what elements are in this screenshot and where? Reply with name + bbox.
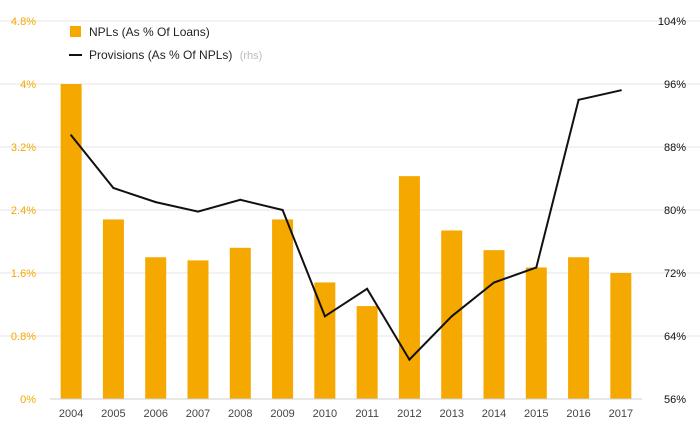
- bar-npl-2012: [398, 176, 420, 399]
- y-right-tick-label: 72%: [664, 268, 686, 280]
- bar-npl-2009: [272, 219, 294, 399]
- y-right-tick-label: 80%: [664, 205, 686, 217]
- bar-npl-2016: [568, 257, 590, 399]
- provisions-point-2014: [493, 281, 495, 284]
- legend: NPLs (As % Of Loans) Provisions (As % Of…: [69, 25, 262, 62]
- bar-npl-2007: [187, 260, 209, 399]
- bar-npl-2004: [60, 84, 82, 399]
- bar-npl-2013: [441, 230, 463, 399]
- bar-npl-2010: [314, 282, 336, 399]
- bar-npl-2005: [102, 219, 124, 399]
- x-tick-label: 2017: [609, 408, 633, 420]
- provisions-point-2009: [281, 209, 284, 211]
- legend-note-rhs: (rhs): [240, 50, 263, 62]
- legend-swatch-npls: [70, 26, 81, 37]
- provisions-point-2012: [408, 358, 411, 361]
- x-tick-label: 2015: [524, 408, 548, 420]
- provisions-line: [70, 89, 622, 362]
- x-tick-label: 2004: [59, 408, 83, 420]
- bar-npl-2015: [525, 267, 547, 399]
- x-tick-label: 2013: [439, 408, 463, 420]
- provisions-point-2006: [154, 201, 157, 204]
- y-right-tick-label: 96%: [664, 79, 686, 91]
- right-axis: 56% 64% 72% 80% 88% 96% 104%: [658, 16, 686, 406]
- provisions-line-group: [70, 89, 622, 362]
- y-left-tick-label: 4%: [20, 79, 36, 91]
- y-left-tick-label: 1.6%: [11, 268, 36, 280]
- x-axis: 2004 2005 2006 2007 2008 2009 2010 2011 2012 2013…: [50, 398, 642, 420]
- y-left-tick-label: 0%: [20, 394, 36, 406]
- provisions-point-2008: [239, 198, 242, 201]
- provisions-point-2005: [112, 186, 115, 189]
- y-right-tick-label: 64%: [664, 331, 686, 343]
- bar-npl-2017: [610, 273, 632, 399]
- bar-npl-2006: [145, 257, 167, 399]
- provisions-point-2017: [619, 89, 622, 92]
- bar-npl-2014: [483, 250, 505, 399]
- x-tick-label: 2014: [482, 408, 506, 420]
- bar-npl-2008: [229, 247, 251, 399]
- provisions-point-2013: [450, 315, 453, 318]
- legend-label-provisions-text: Provisions (As % Of NPLs): [89, 48, 232, 62]
- legend-label-provisions: Provisions (As % Of NPLs) (rhs): [89, 48, 262, 62]
- x-tick-label: 2011: [355, 408, 379, 420]
- x-tick-label: 2010: [313, 408, 337, 420]
- y-right-tick-label: 56%: [664, 394, 686, 406]
- provisions-point-2007: [197, 210, 199, 213]
- y-right-tick-label: 88%: [664, 142, 686, 154]
- x-tick-label: 2006: [143, 408, 167, 420]
- provisions-point-2015: [535, 266, 538, 269]
- provisions-point-2004: [70, 134, 73, 137]
- legend-label-npls: NPLs (As % Of Loans): [89, 25, 210, 39]
- x-tick-label: 2012: [397, 408, 421, 420]
- x-tick-label: 2007: [186, 408, 210, 420]
- provisions-point-2011: [366, 287, 369, 290]
- y-left-tick-label: 4.8%: [11, 16, 36, 28]
- y-left-tick-label: 3.2%: [11, 142, 36, 154]
- y-right-tick-label: 104%: [658, 16, 686, 28]
- x-tick-label: 2016: [566, 408, 590, 420]
- x-tick-label: 2008: [228, 408, 252, 420]
- y-left-tick-label: 2.4%: [11, 205, 36, 217]
- bars: [60, 84, 632, 399]
- left-axis: 0% 0.8% 1.6% 2.4% 3.2% 4% 4.8%: [11, 16, 36, 406]
- x-tick-label: 2009: [270, 408, 294, 420]
- bar-npl-2011: [356, 306, 378, 399]
- provisions-point-2010: [323, 315, 326, 318]
- provisions-point-2016: [577, 98, 580, 101]
- y-left-tick-label: 0.8%: [11, 331, 36, 343]
- x-tick-label: 2005: [101, 408, 125, 420]
